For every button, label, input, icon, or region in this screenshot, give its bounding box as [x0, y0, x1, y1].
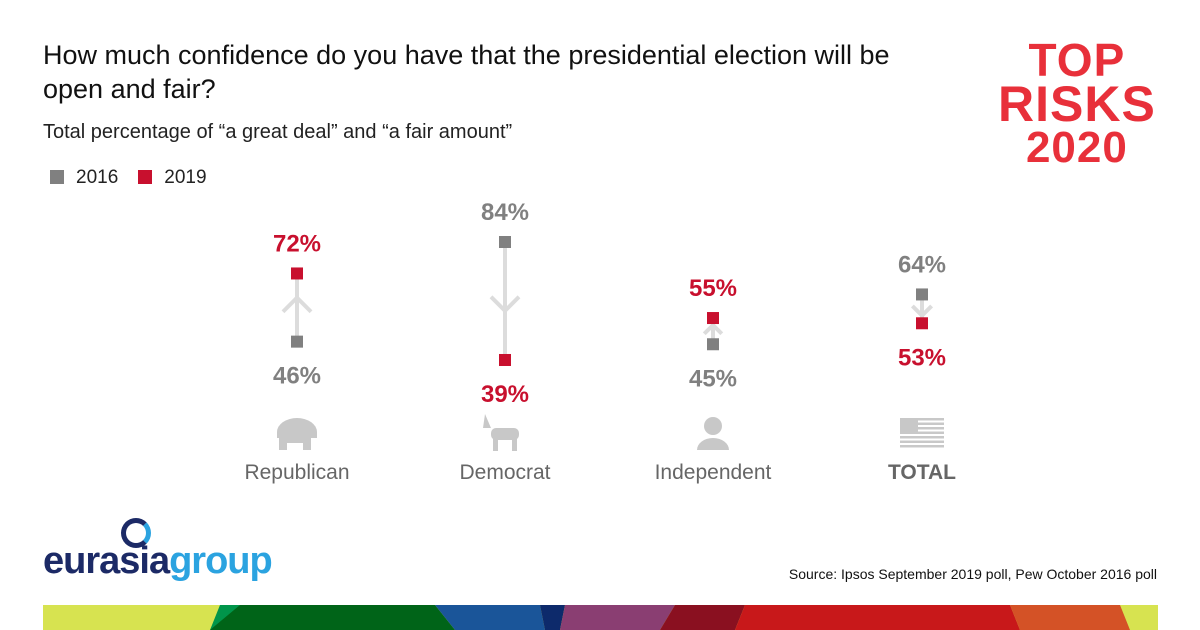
- donkey-icon: [483, 414, 519, 451]
- marker-2019: [291, 267, 303, 280]
- legend-item-2016: 2016: [50, 167, 118, 189]
- marker-2016: [499, 236, 511, 248]
- logo-line: 2020: [1025, 123, 1128, 172]
- logo-line: RISKS: [998, 76, 1156, 132]
- brand-part1: eurasia: [43, 540, 170, 582]
- legend-label: 2016: [76, 167, 119, 188]
- arrow-head: [702, 322, 724, 336]
- category-label: Independent: [655, 461, 772, 484]
- chart-area: 46% 72% Republican 84% 39% Democrat 45% 55% Inde…: [244, 199, 956, 484]
- legend-swatch-2019: [138, 170, 153, 184]
- legend-swatch-2016: [50, 170, 64, 184]
- marker-2016: [707, 338, 719, 351]
- elephant-icon: [277, 418, 317, 450]
- logo-mark-icon: [121, 518, 151, 548]
- chart-title: How much confidence do you have that the…: [43, 40, 890, 104]
- legend: 2016 2019: [50, 167, 207, 189]
- category-label: Democrat: [459, 461, 550, 484]
- color-band: [43, 605, 1158, 630]
- arrow-head: [489, 295, 521, 314]
- marker-2019: [499, 353, 511, 366]
- marker-2019: [707, 312, 719, 325]
- chart-subtitle: Total percentage of “a great deal” and “…: [43, 121, 513, 143]
- top-risks-logo: TOP RISKS 2020: [998, 34, 1156, 172]
- data-label-2016: 84%: [481, 199, 529, 226]
- marker-2019: [916, 317, 928, 330]
- category-label: Republican: [244, 461, 349, 484]
- arrow-head: [910, 304, 934, 319]
- data-label-2016: 64%: [898, 251, 946, 278]
- data-label-2019: 39%: [481, 381, 529, 408]
- marker-2016: [291, 335, 303, 348]
- data-label-2019: 72%: [273, 230, 321, 257]
- arrow-head: [281, 294, 313, 314]
- data-label-2019: 53%: [898, 344, 946, 371]
- data-label-2016: 46%: [273, 363, 321, 390]
- brand-part2: group: [169, 540, 273, 582]
- data-label-2019: 55%: [689, 275, 737, 302]
- person-icon: [697, 417, 729, 450]
- source-note: Source: Ipsos September 2019 poll, Pew O…: [788, 566, 1157, 582]
- us-flag-icon: [900, 418, 944, 448]
- marker-2016: [916, 288, 928, 301]
- logo-line: TOP: [1028, 34, 1126, 86]
- data-label-2016: 45%: [689, 365, 737, 392]
- eurasia-group-logo: eurasiagroup: [43, 518, 273, 583]
- legend-item-2019: 2019: [138, 167, 207, 189]
- category-label: TOTAL: [888, 461, 956, 484]
- legend-label: 2019: [164, 167, 207, 188]
